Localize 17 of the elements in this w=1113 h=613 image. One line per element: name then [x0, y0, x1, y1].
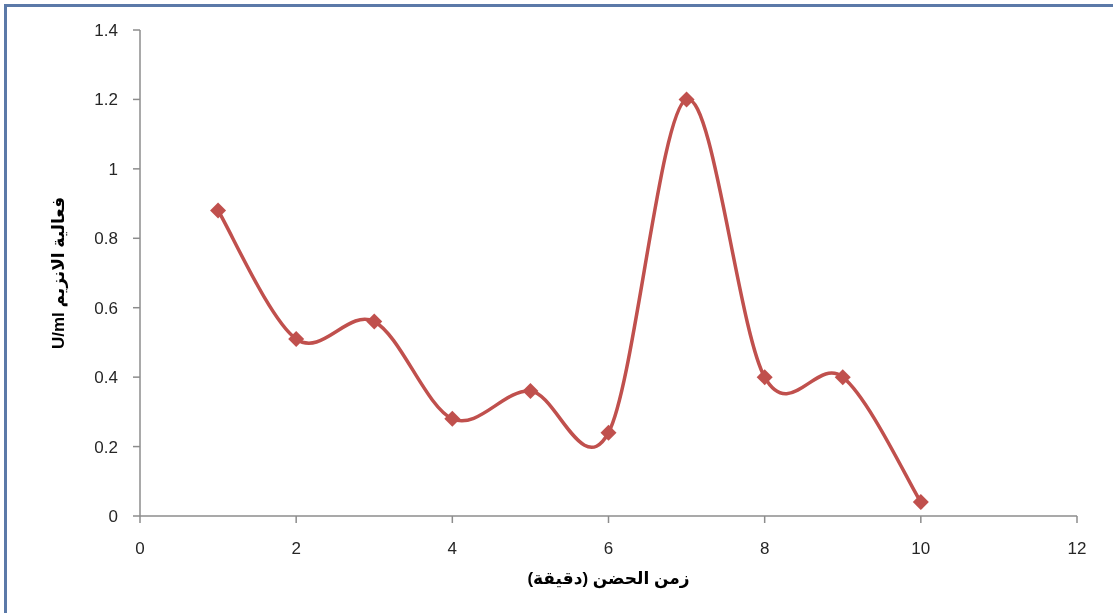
- x-tick-label: 6: [603, 539, 614, 558]
- x-tick-label: 10: [911, 539, 931, 558]
- x-tick-label: 2: [291, 539, 301, 558]
- y-tick-label: 0.2: [94, 437, 118, 457]
- x-tick-label: 8: [759, 539, 770, 558]
- y-tick-label: 1: [108, 159, 118, 179]
- y-axis-title: فعالية الانزيم U/ml: [49, 196, 68, 350]
- y-tick-label: 0.6: [94, 298, 118, 318]
- x-tick-label: 4: [447, 539, 458, 558]
- y-tick-label: 1.2: [94, 90, 118, 110]
- y-tick-label: 0: [108, 507, 118, 526]
- y-tick-label: 1.4: [94, 21, 118, 40]
- y-tick-label: 0.8: [94, 229, 118, 249]
- x-axis-title: زمن الحضن (دقيقة): [527, 569, 690, 588]
- y-tick-label: 0.4: [94, 368, 118, 388]
- x-tick-label: 0: [135, 539, 145, 558]
- x-tick-label: 12: [1067, 539, 1087, 558]
